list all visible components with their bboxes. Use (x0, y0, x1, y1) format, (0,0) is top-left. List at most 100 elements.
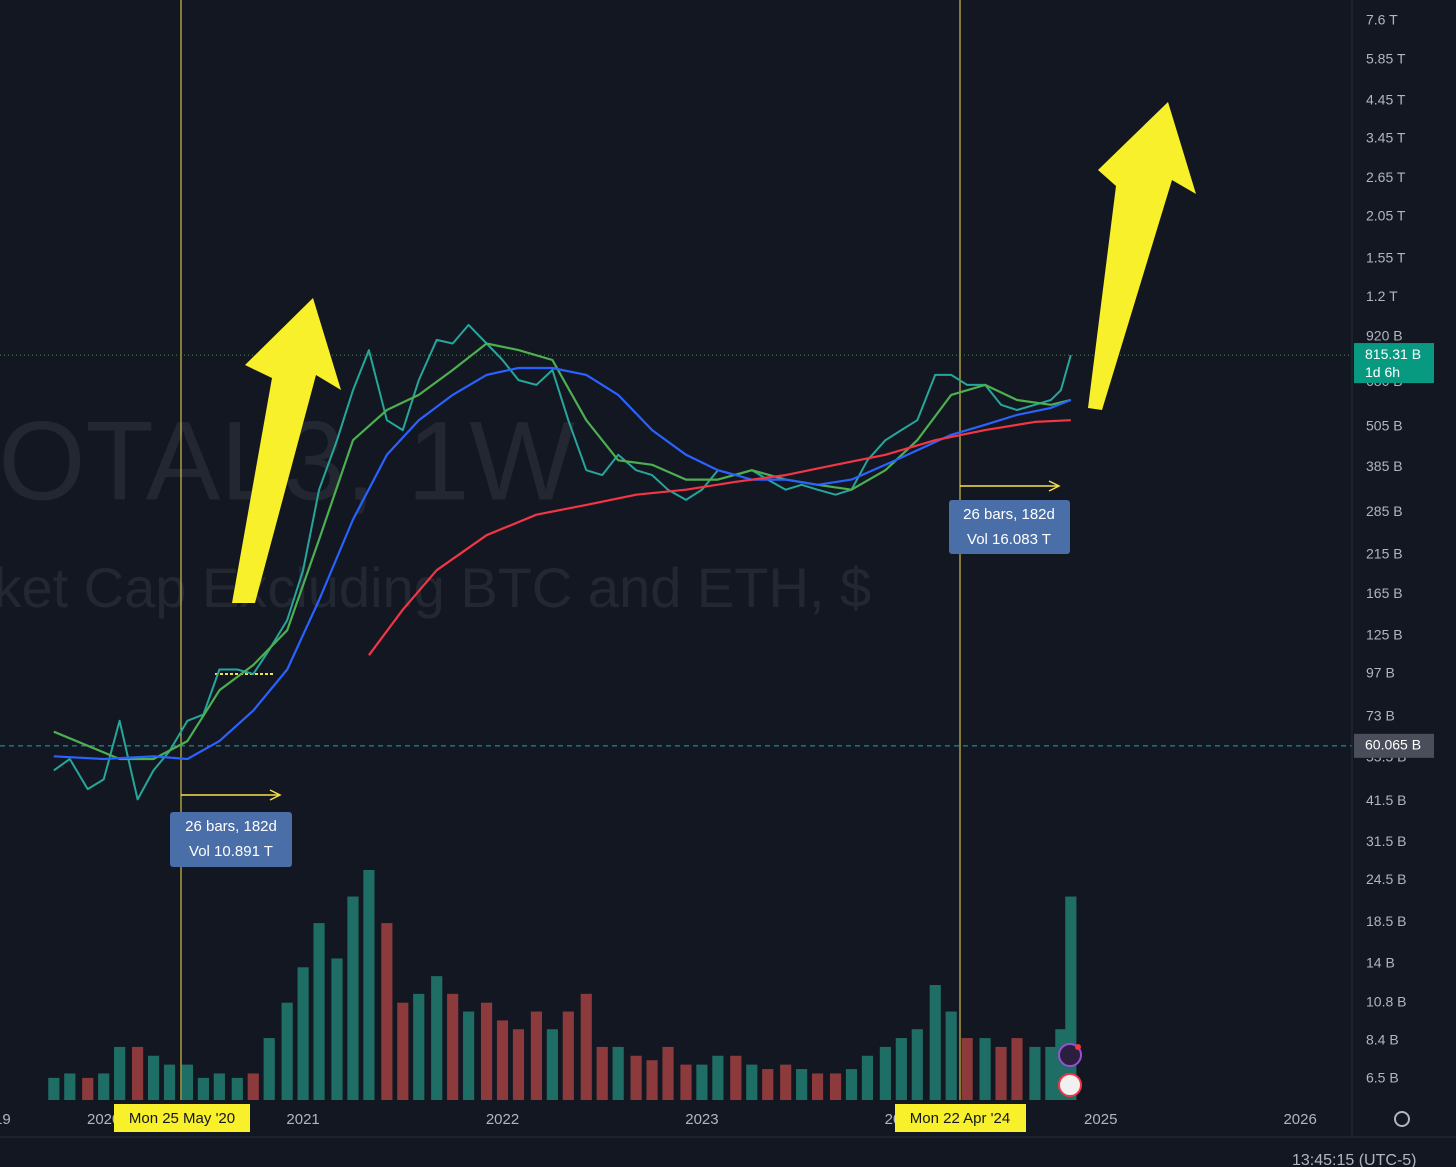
y-tick-label: 6.5 B (1366, 1070, 1399, 1086)
y-tick-label: 4.45 T (1366, 91, 1406, 107)
volume-bar (829, 1073, 842, 1100)
volume-bar (247, 1073, 259, 1100)
event-icon[interactable] (1058, 1043, 1082, 1067)
volume-bar (147, 1055, 160, 1100)
x-tick-label: 2026 (1283, 1111, 1316, 1128)
flag-icon[interactable] (1058, 1073, 1082, 1097)
volume-bar (596, 1046, 608, 1100)
measure-arrow-head (1048, 480, 1061, 492)
x-tick-label: 2022 (486, 1111, 519, 1128)
plot-area (0, 0, 1352, 1100)
volume-bar (512, 1029, 525, 1100)
price-label-box (1354, 343, 1434, 384)
volume-bar (530, 1011, 542, 1100)
date-marker: Mon 25 May '20 (129, 1110, 235, 1127)
volume-bar (114, 1046, 126, 1100)
y-tick-label: 2.05 T (1366, 208, 1406, 224)
volume-bar (281, 1002, 293, 1100)
volume-bar (662, 1046, 674, 1100)
y-tick-label: 41.5 B (1366, 792, 1406, 808)
volume-bar (780, 1064, 792, 1100)
volume-bar (463, 1011, 475, 1100)
volume-bar (879, 1046, 891, 1100)
x-tick-label: 2020 (87, 1111, 120, 1128)
y-tick-label: 1.2 T (1366, 288, 1398, 304)
volume-bar (347, 896, 359, 1100)
volume-bar (580, 993, 592, 1100)
measure-volume: Vol 10.891 T (189, 843, 273, 860)
y-tick-label: 1.55 T (1366, 250, 1406, 266)
volume-bar (82, 1077, 94, 1100)
volume-bar (911, 1029, 923, 1100)
y-tick-label: 385 B (1366, 458, 1403, 474)
price-countdown: 1d 6h (1365, 364, 1400, 380)
y-tick-label: 505 B (1366, 418, 1403, 434)
arrow (1088, 102, 1196, 410)
annotations: 26 bars, 182d Vol 10.891 T 26 bars, 182d… (170, 102, 1196, 1097)
moving-average (368, 419, 1071, 656)
volume-bar (811, 1073, 824, 1100)
x-tick-label: 2025 (1084, 1111, 1117, 1128)
volume-bar (861, 1055, 874, 1100)
volume-bar (979, 1038, 991, 1100)
volume-bar (132, 1046, 144, 1100)
volume-bar (746, 1064, 758, 1100)
x-tick-label: 2021 (286, 1111, 319, 1128)
y-tick-label: 215 B (1366, 545, 1403, 561)
volume-bar (929, 985, 941, 1100)
measure-box (170, 812, 292, 867)
price-label-box (1354, 733, 1434, 758)
volume-bar (630, 1055, 642, 1100)
y-tick-label: 920 B (1366, 328, 1403, 344)
volume-bar (331, 958, 343, 1100)
volume-bar (397, 1002, 409, 1100)
settings-icon[interactable] (1394, 1111, 1410, 1127)
volume-bar (64, 1073, 76, 1100)
volume-bar (447, 993, 459, 1100)
measure-box (949, 500, 1070, 554)
y-tick-label: 2.65 T (1366, 169, 1406, 185)
volume-bar (480, 1002, 493, 1100)
measure-volume: Vol 16.083 T (967, 531, 1051, 548)
volume-bar (995, 1046, 1007, 1100)
date-markers: Mon 25 May '20 Mon 22 Apr '24 (114, 1104, 1026, 1132)
clock: 13:45:15 (UTC-5) (1292, 1152, 1417, 1167)
watermark-description: Market Cap Excluding BTC and ETH, $ (0, 556, 871, 619)
date-marker-box (895, 1104, 1026, 1132)
y-tick-label: 3.45 T (1366, 130, 1406, 146)
moving-average (53, 366, 1072, 761)
volume-bar (1055, 1029, 1067, 1100)
y-tick-label: 18.5 B (1366, 913, 1406, 929)
volume-bar (48, 1077, 60, 1100)
volume-bar (895, 1038, 907, 1100)
arrow (232, 298, 341, 603)
date-marker-box (114, 1104, 250, 1132)
volume-bar (213, 1073, 225, 1100)
volume-bar (231, 1077, 243, 1100)
y-axis: 7.6 T 5.85 T 4.45 T 3.45 T 2.65 T 2.05 T 1.55 … (1354, 11, 1434, 1086)
volume-bar (263, 1038, 275, 1100)
volume-bar (762, 1069, 774, 1100)
moving-average (53, 342, 1072, 761)
y-tick-label: 5.85 T (1366, 51, 1406, 67)
y-tick-label: 73 B (1366, 707, 1395, 723)
measure-arrow-head (269, 789, 282, 801)
price-label: 815.31 B (1365, 346, 1421, 362)
price-label: 60.065 B (1365, 737, 1421, 753)
volume-bar (381, 923, 393, 1100)
volume-bar (712, 1055, 724, 1100)
y-tick-label: 14 B (1366, 955, 1395, 971)
y-tick-label: 10.8 B (1366, 994, 1406, 1010)
volume-bar (496, 1020, 509, 1100)
volume-bar (612, 1046, 624, 1100)
volume-bar (945, 1011, 957, 1100)
gear[interactable] (1394, 1111, 1410, 1127)
volume-bar (1029, 1046, 1041, 1100)
measure-bars: 26 bars, 182d (185, 818, 277, 835)
y-tick-label: 31.5 B (1366, 833, 1406, 849)
y-tick-label: 8.4 B (1366, 1031, 1399, 1047)
volume-bar (181, 1064, 194, 1100)
volume-bar (730, 1055, 742, 1100)
x-tick-label: 2019 (0, 1111, 11, 1128)
y-tick-label: 285 B (1366, 503, 1403, 519)
